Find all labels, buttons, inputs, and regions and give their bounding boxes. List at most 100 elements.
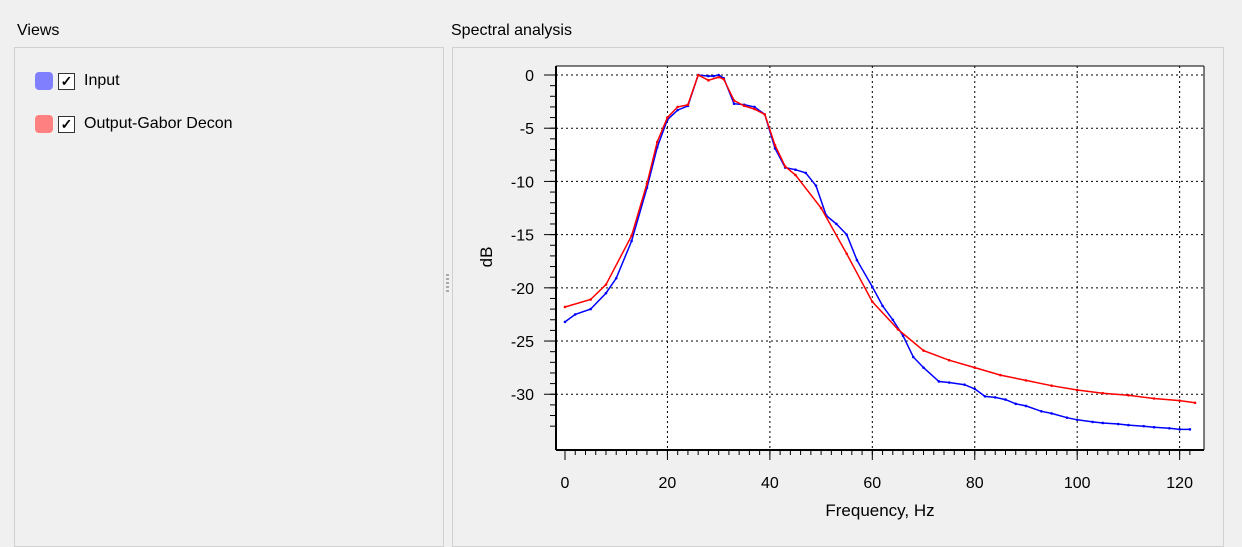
- series-point-0: [1188, 428, 1192, 431]
- input-color-swatch[interactable]: [35, 72, 53, 90]
- series-point-0: [676, 108, 679, 112]
- series-point-0: [614, 276, 618, 280]
- series-point-0: [963, 383, 966, 386]
- spectral-group-title: Spectral analysis: [451, 22, 572, 39]
- y-tick-label: -20: [511, 281, 534, 298]
- series-point-0: [891, 318, 895, 322]
- series-point-1: [947, 358, 951, 362]
- view-item-output-gabor-decon[interactable]: ✓ Output-Gabor Decon: [35, 113, 233, 135]
- series-point-0: [707, 74, 710, 78]
- series-point-0: [1127, 423, 1130, 427]
- series-point-1: [763, 113, 767, 116]
- series-point-1: [645, 182, 649, 185]
- series-point-0: [1091, 420, 1094, 424]
- output-view-label: Output-Gabor Decon: [84, 115, 233, 132]
- series-point-0: [1014, 402, 1018, 406]
- series-point-1: [732, 99, 736, 102]
- series-point-1: [604, 283, 608, 286]
- plot-area: [556, 66, 1204, 450]
- series-point-1: [819, 206, 823, 210]
- y-tick-label: -15: [511, 228, 534, 245]
- series-point-0: [911, 355, 915, 359]
- series-point-1: [1152, 397, 1156, 400]
- y-axis-label: dB: [477, 247, 496, 268]
- series-point-1: [707, 79, 710, 82]
- x-tick-label: 100: [1064, 475, 1091, 492]
- series-point-1: [794, 173, 797, 177]
- output-color-swatch[interactable]: [35, 115, 53, 133]
- series-point-0: [589, 307, 592, 311]
- series-point-1: [630, 234, 633, 237]
- series-point-0: [983, 395, 987, 398]
- series-point-0: [1065, 416, 1069, 419]
- series-point-0: [1004, 398, 1007, 401]
- series-point-1: [783, 165, 787, 168]
- series-line-1: [564, 73, 1196, 404]
- series-point-0: [804, 171, 808, 175]
- series-point-1: [1101, 391, 1105, 395]
- series-point-1: [1075, 388, 1079, 392]
- series-point-1: [666, 116, 669, 119]
- series-point-1: [1127, 394, 1130, 397]
- series-point-1: [1024, 379, 1028, 382]
- series-point-0: [973, 387, 977, 391]
- series-point-0: [563, 320, 567, 324]
- series-point-0: [604, 291, 608, 295]
- series-point-0: [753, 105, 756, 109]
- series-point-0: [1116, 422, 1120, 426]
- series-point-0: [1178, 428, 1181, 431]
- y-tick-label: 0: [525, 68, 534, 85]
- series-point-0: [937, 380, 941, 383]
- input-checkbox[interactable]: ✓: [58, 72, 75, 90]
- series-point-0: [993, 396, 997, 399]
- series-point-0: [573, 313, 577, 316]
- series-point-0: [871, 285, 874, 289]
- series-point-1: [589, 298, 592, 301]
- series-point-0: [712, 74, 715, 78]
- series-point-0: [814, 184, 818, 187]
- x-axis-label: Frequency, Hz: [825, 501, 934, 520]
- series-point-0: [630, 239, 633, 243]
- series-point-0: [1075, 418, 1079, 422]
- x-tick-label: 0: [561, 475, 570, 492]
- series-point-0: [794, 168, 797, 172]
- series-point-0: [922, 366, 925, 369]
- x-tick-label: 20: [659, 475, 677, 492]
- series-point-1: [722, 77, 726, 81]
- series-point-1: [845, 252, 849, 256]
- y-tick-label: -5: [520, 121, 534, 138]
- series-point-0: [1142, 424, 1146, 428]
- series-point-1: [717, 75, 720, 79]
- series-point-0: [1152, 425, 1156, 429]
- series-point-1: [973, 366, 977, 369]
- spectrum-chart: 0 -5 -10 -15 -20 -25 -30 0 20 40 60 80 100 120 Frequen…: [477, 65, 1205, 520]
- series-point-0: [947, 381, 951, 384]
- splitter-handle[interactable]: [446, 274, 449, 294]
- series-point-0: [1040, 409, 1043, 413]
- x-tick-label: 120: [1166, 475, 1193, 492]
- series-point-0: [1024, 404, 1028, 408]
- series-point-0: [835, 222, 838, 226]
- series-point-1: [871, 300, 874, 303]
- view-item-input[interactable]: ✓ Input: [35, 70, 120, 92]
- series-point-0: [732, 102, 736, 106]
- series-point-1: [896, 328, 900, 331]
- series-point-1: [922, 349, 925, 352]
- input-view-label: Input: [84, 72, 120, 89]
- output-checkbox[interactable]: ✓: [58, 115, 75, 133]
- series-point-0: [855, 258, 859, 262]
- series-point-1: [686, 103, 690, 107]
- series-point-0: [1168, 426, 1171, 430]
- series-point-1: [1050, 384, 1053, 388]
- views-panel: ✓ Input ✓ Output-Gabor Decon: [14, 47, 444, 547]
- series-point-1: [999, 373, 1002, 377]
- series-point-0: [1101, 421, 1105, 425]
- y-tick-label: -10: [511, 174, 534, 191]
- x-tick-label: 60: [863, 475, 881, 492]
- series-point-1: [753, 107, 756, 111]
- series-point-1: [676, 105, 679, 109]
- series-point-1: [696, 73, 700, 77]
- series-point-0: [717, 73, 720, 77]
- y-tick-label: -30: [511, 387, 534, 404]
- series-point-1: [742, 104, 746, 108]
